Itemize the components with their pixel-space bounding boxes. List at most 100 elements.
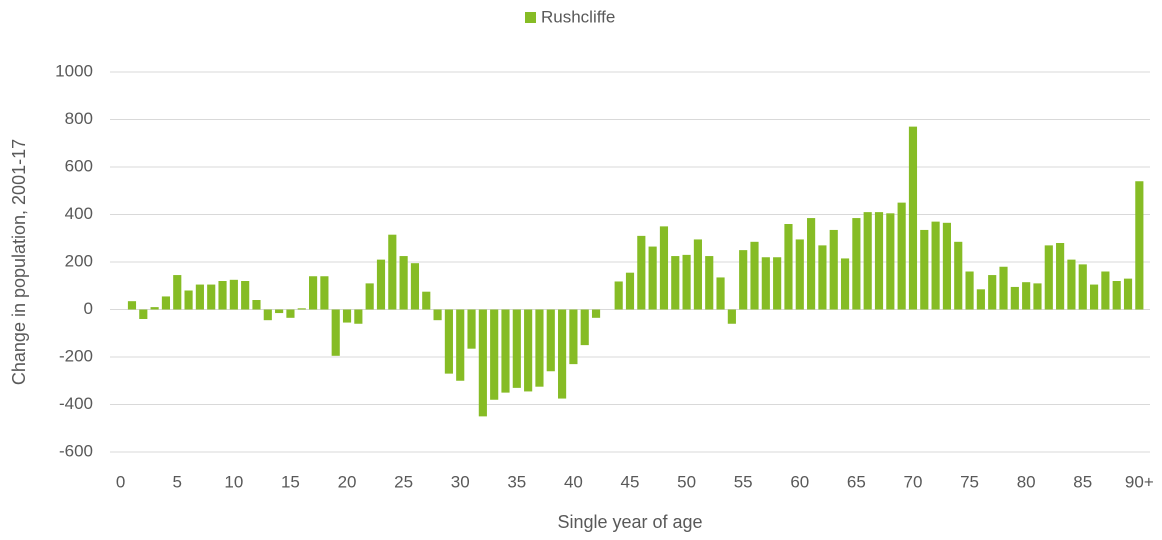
y-tick-label: 1000 xyxy=(55,61,93,80)
bar xyxy=(1067,259,1076,310)
y-tick-label: -200 xyxy=(59,346,93,365)
bar xyxy=(784,224,793,310)
x-tick-label: 75 xyxy=(960,472,979,491)
y-tick-label: -400 xyxy=(59,394,93,413)
bar xyxy=(342,309,352,323)
bar xyxy=(229,279,238,310)
bar xyxy=(218,281,227,310)
x-tick-label: 50 xyxy=(677,472,696,491)
bar xyxy=(795,239,804,310)
y-tick-label: 600 xyxy=(65,156,93,175)
bar xyxy=(954,241,963,310)
bar xyxy=(580,309,589,346)
bar xyxy=(467,309,476,349)
bar xyxy=(490,309,499,400)
bar xyxy=(456,309,465,381)
bar xyxy=(671,256,680,310)
bar xyxy=(1101,271,1110,310)
bar xyxy=(807,218,816,310)
bar xyxy=(569,309,578,365)
y-axis-title: Change in population, 2001-17 xyxy=(9,139,29,385)
x-tick-label: 70 xyxy=(904,472,923,491)
x-tick-label: 10 xyxy=(224,472,243,491)
x-tick-label: 30 xyxy=(451,472,470,491)
bar xyxy=(410,263,420,310)
bar xyxy=(625,272,635,310)
bar xyxy=(1033,283,1042,310)
bar xyxy=(897,202,906,310)
bar xyxy=(376,259,386,310)
bar xyxy=(150,307,159,310)
bar xyxy=(999,266,1008,310)
bar xyxy=(275,309,284,314)
x-tick-label: 20 xyxy=(338,472,357,491)
bar xyxy=(309,276,318,310)
bar xyxy=(716,277,725,310)
bar xyxy=(648,246,657,310)
bar xyxy=(422,291,431,310)
bar xyxy=(761,257,770,310)
bar xyxy=(852,218,861,310)
bar xyxy=(173,275,182,310)
bar xyxy=(1056,243,1065,310)
bar xyxy=(399,256,408,310)
bar xyxy=(388,234,397,310)
y-tick-label: 0 xyxy=(84,299,93,318)
bar xyxy=(252,300,261,310)
bar xyxy=(818,245,827,310)
legend-label: Rushcliffe xyxy=(541,7,615,26)
bar xyxy=(433,309,442,321)
bar xyxy=(942,222,951,310)
bar xyxy=(739,250,748,310)
x-tick-label: 60 xyxy=(790,472,809,491)
x-tick-label: 5 xyxy=(173,472,182,491)
x-tick-label: 40 xyxy=(564,472,583,491)
bar xyxy=(241,281,250,310)
bar xyxy=(988,275,997,310)
y-tick-label: -600 xyxy=(59,441,93,460)
bar xyxy=(1022,282,1031,310)
y-tick-label: 400 xyxy=(65,204,93,223)
x-tick-label: 45 xyxy=(621,472,640,491)
bar xyxy=(331,309,340,356)
bar xyxy=(976,289,985,310)
bar xyxy=(207,284,216,310)
x-tick-label: 80 xyxy=(1017,472,1036,491)
bar xyxy=(297,308,306,310)
bar xyxy=(705,256,714,310)
bar xyxy=(1123,278,1133,310)
bar xyxy=(829,229,838,310)
bar xyxy=(139,309,148,319)
bar xyxy=(365,283,374,310)
bar xyxy=(184,290,193,310)
y-tick-label: 200 xyxy=(65,251,93,270)
bar xyxy=(127,301,137,310)
bar xyxy=(931,221,940,310)
x-tick-label: 55 xyxy=(734,472,753,491)
bar xyxy=(195,284,204,310)
bar xyxy=(773,257,782,310)
x-tick-label: 90+ xyxy=(1125,472,1154,491)
bar xyxy=(965,271,974,310)
bar xyxy=(263,309,272,321)
bar xyxy=(444,309,453,374)
bar xyxy=(750,241,759,310)
x-tick-label: 85 xyxy=(1073,472,1092,491)
bar xyxy=(1112,281,1121,310)
bar xyxy=(614,281,623,310)
bar xyxy=(558,309,567,399)
bar xyxy=(863,212,872,310)
x-tick-label: 15 xyxy=(281,472,300,491)
bar xyxy=(546,309,555,372)
y-tick-label: 800 xyxy=(65,109,93,128)
bar xyxy=(161,296,171,310)
bar xyxy=(1135,181,1144,310)
x-tick-label: 0 xyxy=(116,472,125,491)
bar xyxy=(320,276,329,310)
x-tick-label: 65 xyxy=(847,472,866,491)
bar xyxy=(1010,286,1019,310)
bar xyxy=(682,254,691,310)
bar xyxy=(591,309,601,318)
bar xyxy=(659,226,669,310)
